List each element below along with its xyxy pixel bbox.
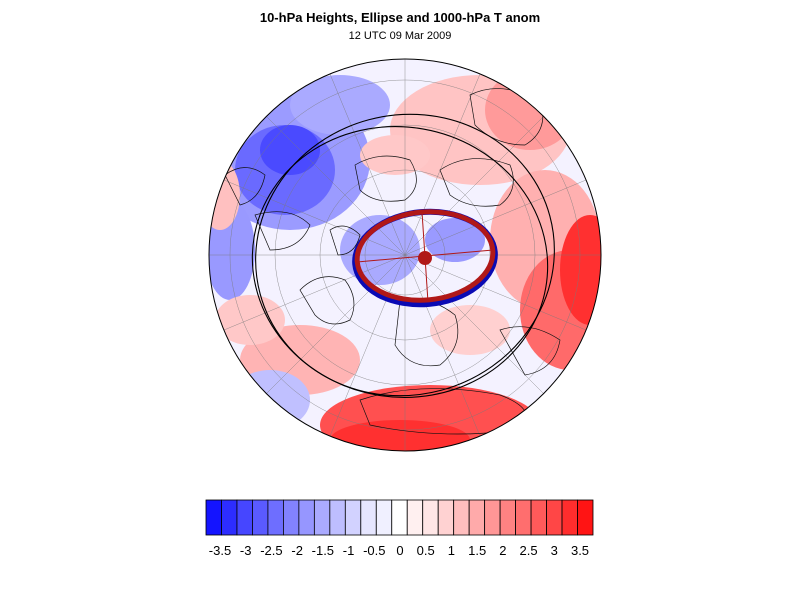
colorbar-swatch xyxy=(530,499,547,536)
colorbar-swatch xyxy=(252,499,269,536)
colorbar-swatch xyxy=(546,499,563,536)
colorbar-swatch xyxy=(205,499,222,536)
colorbar-swatch xyxy=(406,499,424,536)
colorbar-tick-label: 1.5 xyxy=(468,543,487,558)
colorbar-swatch xyxy=(453,499,470,536)
colorbar-swatch xyxy=(329,499,346,536)
colorbar-tick-label: -2 xyxy=(291,543,303,558)
vortex-ellipse xyxy=(352,208,498,308)
plot-subtitle: 12 UTC 09 Mar 2009 xyxy=(348,30,452,42)
globe-border xyxy=(208,58,602,452)
colorbar-tick-label: 3 xyxy=(550,543,558,558)
colorbar-swatch xyxy=(360,499,377,536)
colorbar-swatch xyxy=(499,499,516,536)
colorbar-swatch xyxy=(437,499,455,536)
colorbar-swatch xyxy=(484,499,501,536)
colorbar-tick-label: 1 xyxy=(447,543,456,558)
colorbar-swatch xyxy=(375,499,393,536)
colorbar-tick-label: 2 xyxy=(499,543,507,558)
colorbar-swatch xyxy=(313,499,331,536)
colorbar-swatch xyxy=(298,499,315,536)
colorbar-swatch xyxy=(344,499,362,536)
ellipse-center xyxy=(418,251,432,265)
colorbar-tick-label: 0 xyxy=(396,543,404,558)
height-contours xyxy=(251,113,555,398)
colorbar-tick-label: 3.5 xyxy=(570,543,590,558)
graticule xyxy=(209,59,601,451)
temperature-anomaly-field xyxy=(209,70,601,451)
colorbar-swatch xyxy=(282,499,300,536)
colorbar-tick-label: -1.5 xyxy=(311,543,335,558)
colorbar-tick-label: -1 xyxy=(342,543,355,558)
plot-title: 10-hPa Heights, Ellipse and 1000-hPa T a… xyxy=(259,10,541,25)
colorbar-tick-label: 0.5 xyxy=(416,543,435,558)
colorbar-swatch xyxy=(468,499,486,536)
colorbar-swatch xyxy=(267,499,284,536)
colorbar-tick-label: -2.5 xyxy=(260,543,283,558)
colorbar-swatch xyxy=(422,499,439,536)
colorbar-tick-label: -0.5 xyxy=(363,543,386,558)
colorbar-swatch xyxy=(561,499,578,536)
colorbar-swatch xyxy=(391,499,408,536)
colorbar-tick-label: 2.5 xyxy=(519,543,538,558)
colorbar-tick-label: -3 xyxy=(239,543,252,558)
colorbar-swatch xyxy=(515,499,532,536)
colorbar-swatch xyxy=(577,499,594,536)
colorbar-swatch xyxy=(221,499,238,536)
colorbar-tick-label: -3.5 xyxy=(208,543,232,558)
colorbar-swatch xyxy=(236,499,253,536)
